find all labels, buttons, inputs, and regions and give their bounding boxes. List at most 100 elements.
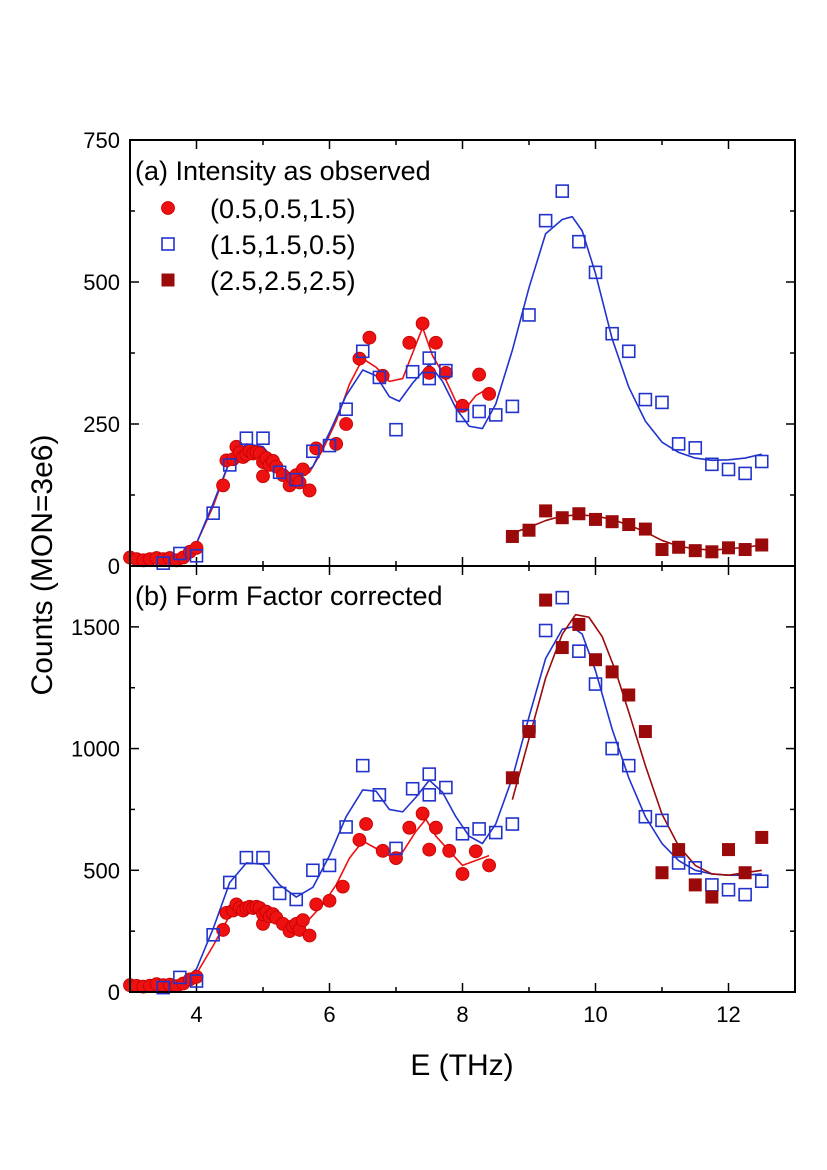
data-point xyxy=(621,344,636,359)
panel-a-tick-labels: 0 250 500 750 xyxy=(83,128,120,579)
data-point xyxy=(589,653,602,667)
data-point xyxy=(438,365,453,380)
y-tick-label: 500 xyxy=(83,858,120,883)
data-point xyxy=(455,826,470,841)
data-point xyxy=(555,511,569,525)
data-point xyxy=(555,590,570,605)
data-point xyxy=(705,545,719,559)
y-tick-label: 1500 xyxy=(71,615,120,640)
panel-a-legend: (0.5,0.5,1.5) (1.5,1.5,0.5) (2.5,2.5,2.5) xyxy=(161,194,356,296)
data-point xyxy=(189,974,204,988)
data-point xyxy=(539,593,553,607)
data-point xyxy=(472,404,486,419)
data-point xyxy=(222,875,237,890)
data-point xyxy=(156,556,171,570)
data-point xyxy=(505,529,519,543)
panel-b-frame xyxy=(129,565,796,993)
data-point xyxy=(488,825,503,840)
data-point xyxy=(482,858,497,873)
x-tick-label: 8 xyxy=(456,1002,468,1027)
data-point xyxy=(335,879,350,894)
legend-label: (2.5,2.5,2.5) xyxy=(210,266,356,296)
x-axis-title: E (THz) xyxy=(410,1049,513,1082)
data-point xyxy=(289,892,304,907)
data-point xyxy=(239,850,254,865)
data-point xyxy=(655,395,669,410)
data-point xyxy=(671,437,686,451)
data-point xyxy=(688,861,703,875)
data-point xyxy=(339,417,354,431)
data-point xyxy=(688,441,703,455)
data-point xyxy=(672,843,686,857)
data-point xyxy=(655,813,669,828)
data-point xyxy=(572,617,586,631)
panel-a-title: (a) Intensity as observed xyxy=(135,156,431,186)
data-point xyxy=(555,184,570,198)
data-point xyxy=(306,863,320,878)
legend-label: (1.5,1.5,0.5) xyxy=(210,230,356,260)
fit-line xyxy=(163,626,762,990)
data-point xyxy=(402,335,417,350)
data-point xyxy=(389,841,403,856)
data-point xyxy=(655,866,669,880)
data-point xyxy=(572,644,586,659)
data-point xyxy=(422,788,437,802)
data-point xyxy=(588,677,603,691)
y-tick-label: 250 xyxy=(83,412,120,437)
data-point xyxy=(389,851,403,866)
data-point xyxy=(415,806,430,821)
x-tick-label: 4 xyxy=(190,1002,202,1027)
data-point xyxy=(468,844,483,859)
y-tick-label: 0 xyxy=(108,554,120,579)
panel-b-tick-labels: 4 6 8 10 12 0 500 1000 1500 xyxy=(71,615,741,1027)
data-point xyxy=(222,458,237,472)
y-tick-label: 0 xyxy=(108,980,120,1005)
data-point xyxy=(339,820,353,834)
data-point xyxy=(655,543,669,557)
data-point xyxy=(173,970,187,985)
data-point xyxy=(638,809,653,824)
data-point xyxy=(455,398,470,413)
data-point xyxy=(522,725,536,739)
data-point xyxy=(295,913,310,928)
data-point xyxy=(638,392,653,407)
data-point xyxy=(638,522,652,536)
data-point xyxy=(372,788,387,802)
data-point xyxy=(721,882,736,897)
data-point xyxy=(422,842,437,857)
data-point xyxy=(482,386,497,401)
data-point xyxy=(439,780,453,795)
data-point xyxy=(239,431,254,446)
data-point xyxy=(472,822,486,836)
data-point xyxy=(605,665,619,679)
data-point xyxy=(322,893,337,908)
data-point xyxy=(289,472,304,487)
y-axis-title: Counts (MON=3e6) xyxy=(26,435,59,696)
data-point xyxy=(355,344,370,359)
data-point xyxy=(472,367,487,382)
data-point xyxy=(439,363,453,378)
data-point xyxy=(522,523,536,537)
data-point xyxy=(359,817,373,831)
y-tick-label: 1000 xyxy=(71,737,120,762)
data-point xyxy=(738,543,752,557)
data-point xyxy=(688,878,702,892)
data-point xyxy=(302,483,317,498)
fit-line xyxy=(511,613,762,876)
data-point xyxy=(622,688,636,702)
data-point xyxy=(555,641,569,655)
data-point xyxy=(375,843,390,858)
panel-b: 4 6 8 10 12 0 500 1000 1500 (b) Form Factor corr… xyxy=(71,565,796,1027)
data-point xyxy=(705,457,719,472)
data-point xyxy=(352,832,367,847)
data-point xyxy=(538,213,553,228)
data-point xyxy=(622,518,636,532)
x-tick-label: 12 xyxy=(716,1002,740,1027)
data-point xyxy=(605,741,619,756)
data-point xyxy=(422,767,437,781)
data-point xyxy=(722,843,735,857)
legend-label: (0.5,0.5,1.5) xyxy=(210,194,356,224)
data-point xyxy=(572,507,586,521)
x-tick-label: 6 xyxy=(323,1002,335,1027)
